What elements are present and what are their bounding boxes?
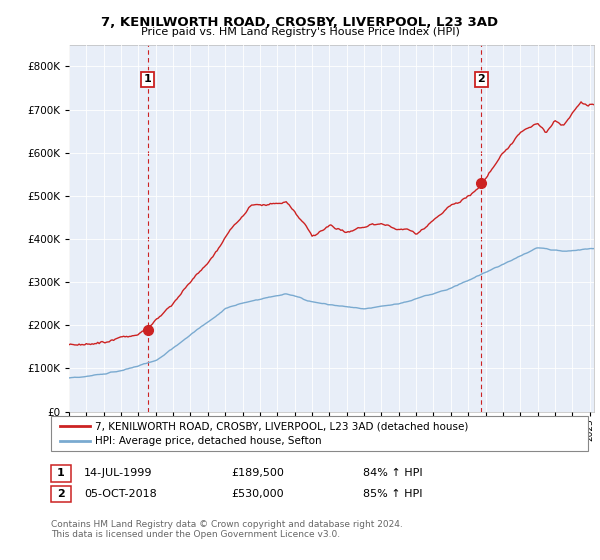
Text: 85% ↑ HPI: 85% ↑ HPI — [363, 489, 422, 499]
Text: £530,000: £530,000 — [231, 489, 284, 499]
Text: 1: 1 — [57, 468, 65, 478]
Text: HPI: Average price, detached house, Sefton: HPI: Average price, detached house, Seft… — [95, 436, 322, 446]
Text: 1: 1 — [144, 74, 152, 85]
Text: 2: 2 — [57, 489, 65, 499]
Text: 2: 2 — [478, 74, 485, 85]
Text: 14-JUL-1999: 14-JUL-1999 — [84, 468, 152, 478]
Text: Contains HM Land Registry data © Crown copyright and database right 2024.
This d: Contains HM Land Registry data © Crown c… — [51, 520, 403, 539]
Text: Price paid vs. HM Land Registry's House Price Index (HPI): Price paid vs. HM Land Registry's House … — [140, 27, 460, 37]
Text: 7, KENILWORTH ROAD, CROSBY, LIVERPOOL, L23 3AD: 7, KENILWORTH ROAD, CROSBY, LIVERPOOL, L… — [101, 16, 499, 29]
Text: £189,500: £189,500 — [231, 468, 284, 478]
Text: 05-OCT-2018: 05-OCT-2018 — [84, 489, 157, 499]
Text: 84% ↑ HPI: 84% ↑ HPI — [363, 468, 422, 478]
Text: 7, KENILWORTH ROAD, CROSBY, LIVERPOOL, L23 3AD (detached house): 7, KENILWORTH ROAD, CROSBY, LIVERPOOL, L… — [95, 421, 468, 431]
